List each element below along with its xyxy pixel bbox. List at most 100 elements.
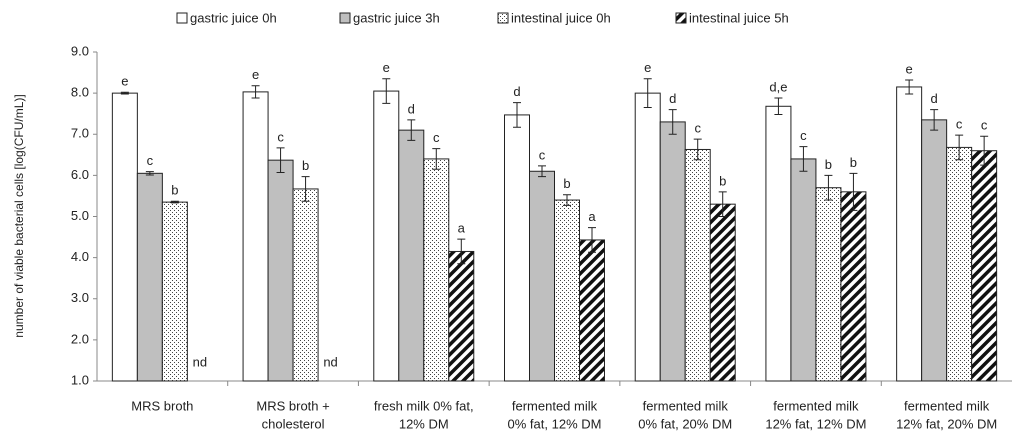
error-bar	[513, 102, 521, 128]
legend-swatch	[675, 12, 687, 24]
bar	[921, 119, 948, 382]
bar-annotation: e	[644, 60, 651, 75]
error-bar	[905, 79, 914, 95]
x-tick-label: 0% fat, 12% DM	[508, 416, 602, 431]
y-tick-label: 5.0	[71, 208, 89, 223]
bar-annotation: d	[513, 84, 520, 99]
y-tick-label: 7.0	[71, 126, 89, 141]
y-axis-label: number of viable bacterial cells [log(CF…	[12, 94, 26, 337]
bar-annotation: c	[956, 117, 963, 132]
bar	[709, 203, 736, 382]
bar-annotation: c	[147, 153, 154, 168]
x-tick-label: fresh milk 0% fat,	[374, 398, 474, 413]
error-bar	[930, 109, 939, 131]
bar-annotation: b	[171, 183, 178, 198]
error-bar	[980, 135, 989, 166]
bar	[579, 239, 605, 382]
bar	[840, 191, 867, 382]
error-bar	[955, 134, 964, 161]
bar	[373, 90, 400, 382]
x-tick-label: 0% fat, 20% DM	[638, 416, 732, 431]
x-tick-label: fermented milk	[512, 398, 598, 413]
legend-label: intestinal juice 5h	[689, 10, 789, 25]
error-bar	[145, 171, 154, 176]
x-tick-label: MRS broth +	[256, 398, 329, 413]
y-tick-label: 6.0	[71, 167, 89, 182]
bar	[946, 146, 973, 382]
legend-label: intestinal juice 0h	[511, 10, 611, 25]
y-tick-label: 1.0	[71, 372, 89, 387]
legend-swatch	[497, 12, 509, 24]
x-tick-label: 12% fat, 20% DM	[896, 416, 997, 431]
bar	[136, 172, 163, 382]
bar	[815, 187, 842, 382]
bar	[790, 158, 817, 382]
bar	[765, 105, 792, 382]
y-tick-label: 9.0	[71, 43, 89, 58]
error-bar	[563, 194, 571, 206]
error-bar	[120, 91, 129, 95]
y-tick-label: 3.0	[71, 290, 89, 305]
legend-label: gastric juice 0h	[190, 10, 277, 25]
legend-swatch	[339, 12, 351, 24]
bar	[267, 159, 294, 382]
bar	[292, 188, 319, 382]
error-bar	[718, 191, 727, 217]
bar-annotation: d	[408, 101, 415, 116]
bar-annotation: d	[669, 91, 676, 106]
bar-annotation: b	[719, 173, 726, 188]
bar-annotation: b	[563, 176, 570, 191]
bar	[423, 158, 450, 382]
error-bar	[824, 174, 833, 201]
error-bar	[251, 85, 260, 99]
x-tick-label: 12% DM	[399, 416, 449, 431]
bar	[684, 148, 711, 382]
bar-annotation: e	[383, 60, 390, 75]
bar	[634, 92, 661, 382]
bar-annotation: c	[800, 128, 807, 143]
bar-annotation: a	[458, 221, 466, 236]
bar-annotation: c	[539, 147, 546, 162]
bar-annotation: nd	[193, 354, 207, 369]
error-bar	[382, 78, 391, 104]
legend-swatch	[176, 12, 188, 24]
bar	[242, 91, 269, 382]
x-tick-label: 12% fat, 12% DM	[765, 416, 866, 431]
error-bar	[432, 148, 441, 170]
bar-annotation: c	[981, 118, 988, 133]
bar	[448, 250, 475, 382]
x-tick-label: MRS broth	[131, 398, 193, 413]
error-bar	[849, 172, 858, 211]
x-tick-label: fermented milk	[773, 398, 859, 413]
error-bar	[799, 146, 808, 172]
bar-annotation: a	[588, 209, 596, 224]
x-tick-label: fermented milk	[904, 398, 990, 413]
bar-annotation: b	[302, 158, 309, 173]
bar	[896, 86, 923, 382]
error-bar	[643, 78, 652, 109]
bar-annotation: d,e	[769, 79, 787, 94]
x-tick-label: fermented milk	[643, 398, 729, 413]
error-bar	[774, 97, 783, 116]
bar-annotation: e	[252, 67, 259, 82]
bar-annotation: c	[694, 121, 701, 136]
bar-annotation: c	[277, 129, 284, 144]
error-bar	[276, 147, 285, 173]
bar	[111, 92, 138, 382]
bar	[504, 114, 530, 382]
bar-annotation: b	[825, 157, 832, 172]
bar	[971, 150, 998, 382]
error-bar	[170, 200, 179, 204]
y-tick-label: 2.0	[71, 331, 89, 346]
error-bar	[538, 165, 546, 178]
bar	[659, 121, 686, 382]
error-bar	[588, 227, 596, 253]
bar	[161, 201, 188, 382]
bar-annotation: b	[850, 155, 857, 170]
y-tick-label: 8.0	[71, 85, 89, 100]
error-bar	[407, 119, 416, 141]
bar	[554, 199, 580, 382]
error-bar	[457, 238, 466, 265]
error-bar	[301, 176, 310, 202]
bar-annotation: d	[931, 91, 938, 106]
